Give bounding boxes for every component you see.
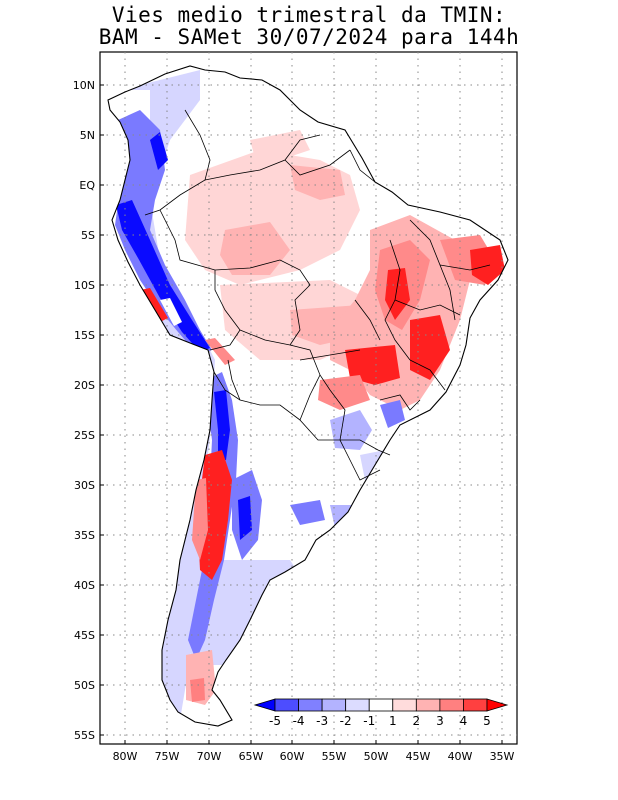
legend-swatch: [415, 698, 441, 712]
latitude-tick-labels: 10N 5N EQ 5S 10S 15S 20S 25S 30S 35S 40S 45S 50S 55S: [73, 79, 104, 742]
lat-tick-5N: 5N: [80, 129, 95, 142]
lat-tick-EQ: EQ: [79, 179, 95, 192]
map-title-line2: BAM - SAMet 30/07/2024 para 144h: [98, 25, 520, 49]
longitude-tick-labels: 80W 75W 70W 65W 60W 55W 50W 45W 40W 35W: [113, 740, 515, 763]
lat-tick-55S: 55S: [74, 729, 95, 742]
lat-tick-10N: 10N: [73, 79, 95, 92]
legend-label: 5: [483, 714, 491, 728]
legend-swatch: [392, 698, 417, 712]
lat-tick-45S: 45S: [74, 629, 95, 642]
graticule: [100, 52, 517, 744]
legend-label: 3: [436, 714, 444, 728]
legend-label: 2: [413, 714, 421, 728]
country-borders: [144, 109, 491, 481]
legend-swatch: [274, 698, 299, 712]
legend-label: -4: [293, 714, 305, 728]
legend-swatch: [321, 698, 347, 712]
legend-colorbar: -5 -4 -3 -2 -1 1 2 3 4 5: [253, 698, 509, 728]
lon-tick-50W: 50W: [364, 750, 389, 763]
lon-tick-80W: 80W: [113, 750, 138, 763]
lat-tick-25S: 25S: [74, 429, 95, 442]
lon-tick-60W: 60W: [280, 750, 305, 763]
legend-swatch: [463, 698, 488, 712]
lat-tick-50S: 50S: [74, 679, 95, 692]
lat-tick-40S: 40S: [74, 579, 95, 592]
lat-tick-35S: 35S: [74, 529, 95, 542]
lat-tick-5S: 5S: [81, 229, 95, 242]
lon-tick-55W: 55W: [322, 750, 347, 763]
bias-field: [108, 66, 508, 726]
legend-label: 1: [389, 714, 397, 728]
lon-tick-65W: 65W: [239, 750, 264, 763]
lat-tick-10S: 10S: [74, 279, 95, 292]
lat-tick-15S: 15S: [74, 329, 95, 342]
lon-tick-70W: 70W: [197, 750, 222, 763]
lat-tick-20S: 20S: [74, 379, 95, 392]
lon-tick-35W: 35W: [490, 750, 515, 763]
legend-swatch: [368, 698, 394, 712]
legend-arrow-right: [486, 698, 509, 712]
legend-label: -3: [316, 714, 328, 728]
legend-label: 4: [460, 714, 468, 728]
lon-tick-40W: 40W: [448, 750, 473, 763]
lat-tick-30S: 30S: [74, 479, 95, 492]
lon-tick-45W: 45W: [406, 750, 431, 763]
legend-swatch: [345, 698, 370, 712]
legend-swatch: [298, 698, 323, 712]
lon-tick-75W: 75W: [155, 750, 180, 763]
legend-label: -2: [340, 714, 352, 728]
legend-label: -5: [269, 714, 281, 728]
legend-swatch: [439, 698, 464, 712]
legend-label: -1: [363, 714, 375, 728]
map-title-line1: Vies medio trimestral da TMIN:: [111, 3, 507, 27]
